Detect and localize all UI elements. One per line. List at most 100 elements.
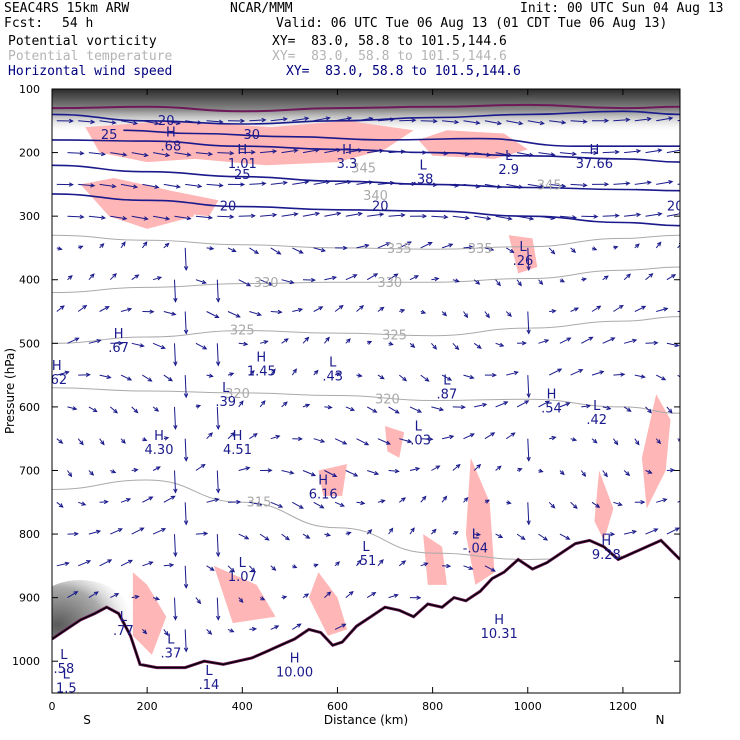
wind-vector	[441, 434, 455, 440]
wind-vector	[78, 501, 87, 506]
wind-vector-head	[100, 151, 107, 157]
wind-vector-shaft	[367, 150, 384, 154]
wind-vector	[495, 465, 502, 471]
wind-vector-shaft	[163, 495, 175, 503]
wind-speed-contour	[52, 139, 680, 163]
wind-vector	[602, 149, 620, 155]
extremum-marker: L	[519, 240, 527, 255]
wind-vector-head	[261, 117, 267, 123]
wind-vector	[183, 311, 189, 335]
wind-vector	[173, 470, 178, 494]
wind-vector-shaft	[238, 279, 251, 287]
wind-vector	[420, 436, 434, 442]
wind-vector	[215, 534, 221, 558]
wind-vector-shaft	[538, 400, 550, 408]
wind-vector-shaft	[602, 337, 615, 344]
wind-vector-head	[58, 503, 64, 508]
wind-vector-head	[313, 563, 319, 568]
wind-vector-head	[251, 626, 258, 632]
wind-vector	[474, 152, 492, 157]
wind-vector-shaft	[506, 432, 515, 440]
wind-vector	[420, 119, 438, 124]
wind-vector	[484, 311, 490, 319]
wind-vector-shaft	[591, 305, 601, 312]
wind-vector	[249, 181, 267, 186]
wind-vector-head	[371, 591, 377, 597]
wind-vector	[56, 118, 74, 124]
wind-vector-shaft	[142, 183, 159, 188]
wind-vector	[398, 374, 408, 382]
wind-vector-shaft	[356, 181, 373, 185]
extremum-marker: H	[494, 613, 504, 628]
wind-vector-head	[400, 213, 406, 218]
wind-vector-shaft	[206, 311, 219, 318]
wind-vector	[142, 629, 148, 635]
wind-vector-shaft	[216, 470, 219, 493]
wind-vector-shaft	[452, 342, 459, 350]
wind-vector-shaft	[463, 311, 468, 318]
wind-vector-head	[529, 216, 535, 221]
wind-vector-shaft	[527, 247, 530, 270]
wind-vector-head	[197, 120, 203, 125]
wind-vector	[281, 338, 289, 344]
wind-vector-head	[165, 152, 171, 158]
wind-vector-head	[240, 118, 246, 124]
wind-vector-head	[690, 180, 694, 183]
wind-vector	[624, 149, 642, 154]
wind-vector-shaft	[313, 306, 323, 312]
wind-vector-head	[335, 561, 341, 566]
wind-vector	[645, 406, 653, 414]
wind-vector	[388, 149, 406, 154]
wind-vector-head	[121, 439, 126, 444]
wind-vector-head	[208, 432, 214, 438]
wind-vector-shaft	[163, 311, 176, 315]
wind-vector-head	[640, 374, 646, 379]
wind-vector-head	[79, 440, 84, 446]
wind-vector	[463, 245, 475, 250]
wind-vector-shaft	[227, 311, 241, 318]
wind-vector-head	[260, 596, 266, 601]
wind-vector-head	[526, 393, 531, 399]
wind-vector-shaft	[238, 400, 244, 408]
wind-vector	[484, 120, 503, 126]
wind-vector-head	[218, 119, 224, 124]
wind-vector-head	[79, 214, 85, 219]
wind-vector	[249, 370, 255, 376]
wind-vector-head	[657, 148, 663, 153]
wind-vector	[217, 214, 235, 219]
wind-vector	[666, 527, 680, 535]
wind-vector-head	[64, 561, 70, 566]
wind-vector	[398, 560, 407, 567]
wind-vector	[173, 406, 178, 431]
wind-vector-shaft	[324, 149, 341, 154]
wind-vector-shaft	[623, 530, 637, 535]
wind-vector	[153, 215, 171, 221]
wind-vector	[538, 468, 544, 473]
extremum-marker: H	[342, 143, 352, 158]
wind-vector-head	[454, 345, 460, 351]
wind-vector	[335, 116, 353, 122]
fcst-value: 54 h	[62, 16, 94, 31]
wind-vector-head	[68, 182, 74, 187]
wind-vector	[581, 336, 594, 344]
wind-vector	[99, 559, 113, 567]
wind-vector	[131, 152, 149, 158]
legend-wind-xy: XY= 83.0, 58.8 to 101.5,144.6	[286, 64, 521, 79]
wind-vector	[356, 559, 362, 567]
wind-vector	[238, 150, 256, 155]
wind-vector-shaft	[441, 374, 452, 381]
wind-vector-head	[415, 467, 421, 472]
wind-vector-shaft	[216, 343, 219, 366]
extremum-value: .43	[322, 370, 343, 385]
wind-vector-head	[169, 563, 175, 568]
wind-vector-head	[538, 468, 544, 473]
wind-vector-head	[183, 266, 189, 272]
wind-vector-head	[507, 152, 513, 158]
wind-vector-head	[336, 211, 342, 216]
wind-vector	[206, 629, 213, 635]
wind-vector	[441, 311, 448, 317]
wind-vector-head	[468, 565, 474, 570]
wind-vector-shaft	[356, 438, 369, 446]
wind-vector-shaft	[452, 464, 461, 471]
wind-vector-shaft	[195, 152, 212, 155]
